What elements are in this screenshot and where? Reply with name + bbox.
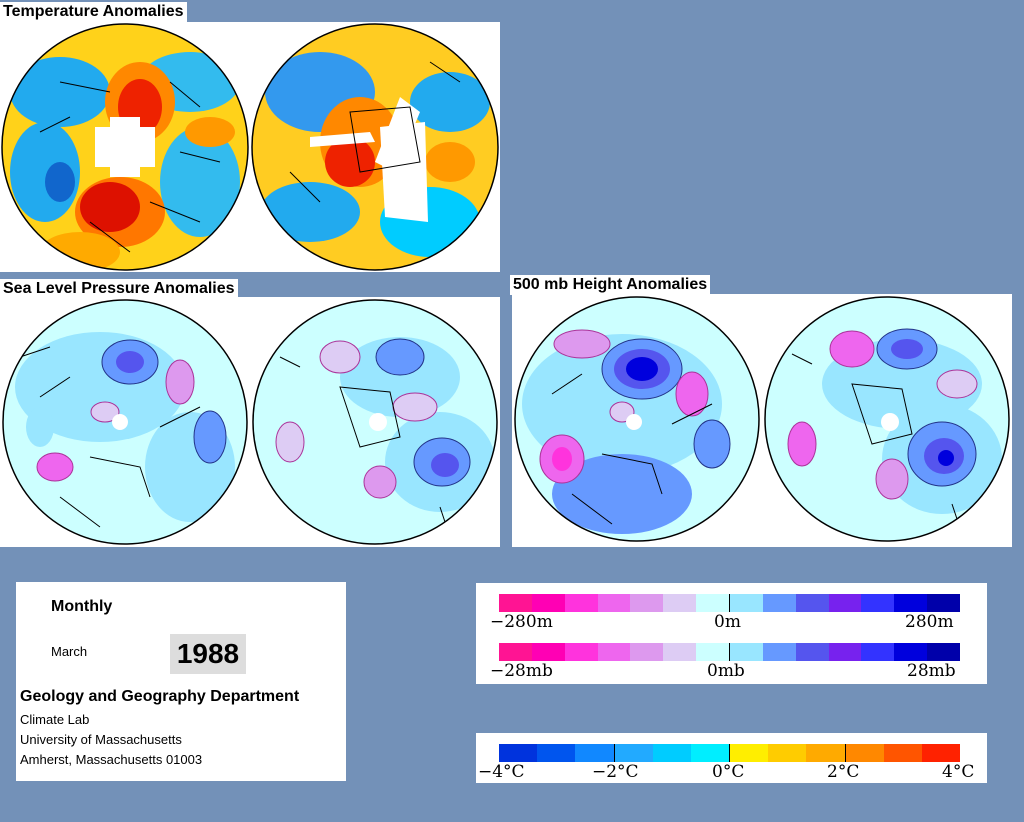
colorbar-swatch — [690, 744, 730, 762]
colorbar-swatch — [630, 594, 664, 612]
colorbar-swatch — [696, 594, 730, 612]
temperature-globe-north — [1, 23, 249, 271]
colorbar-swatch — [894, 643, 928, 661]
address-label: Amherst, Massachusetts 01003 — [20, 752, 203, 767]
info-box: Monthly March 1988 Geology and Geography… — [16, 582, 346, 781]
colorbar-swatch — [531, 594, 565, 612]
pressure-tick-mid: 0mb — [707, 661, 745, 681]
colorbar-swatch — [597, 643, 631, 661]
colorbar-swatch — [597, 594, 631, 612]
pressure-tick-min: −28mb — [490, 661, 553, 681]
height500-panel — [512, 294, 1012, 547]
height-tick-min: −280m — [490, 612, 553, 632]
colorbar-swatch — [652, 744, 691, 762]
colorbar-swatch — [844, 744, 884, 762]
slp-globe-north — [2, 299, 248, 545]
pressure-colorbar — [499, 643, 961, 661]
height-tick-mid: 0m — [714, 612, 741, 632]
height500-globe-south — [764, 296, 1010, 542]
colorbar-swatch — [883, 744, 922, 762]
colorbar-swatch — [575, 744, 614, 762]
slp-title: Sea Level Pressure Anomalies — [0, 279, 238, 299]
colorbar-swatch — [663, 643, 697, 661]
height500-title: 500 mb Height Anomalies — [510, 275, 711, 295]
year-label: 1988 — [170, 634, 246, 674]
colorbar-swatch — [894, 594, 928, 612]
height-colorbar — [499, 594, 961, 612]
slp-panel — [0, 297, 500, 547]
department-label: Geology and Geography Department — [20, 688, 300, 705]
temperature-panel — [0, 22, 500, 272]
pressure-tick-max: 28mb — [907, 661, 956, 681]
colorbar-swatch — [537, 744, 576, 762]
colorbar-swatch — [499, 744, 538, 762]
colorbar-swatch — [499, 594, 532, 612]
colorbar-swatch — [762, 643, 796, 661]
temperature-globe-south — [251, 23, 499, 271]
colorbar-swatch — [927, 594, 961, 612]
colorbar-swatch — [729, 594, 763, 612]
colorbar-swatch — [861, 643, 895, 661]
colorbar-swatch — [630, 643, 664, 661]
colorbar-swatch — [921, 744, 961, 762]
colorbar-swatch — [729, 643, 763, 661]
colorbar-swatch — [861, 594, 895, 612]
temperature-legend: −4°C −2°C 0°C 2°C 4°C — [476, 733, 987, 783]
height500-globe-north — [514, 296, 760, 542]
anomaly-legend: −280m 0m 280m −28mb 0mb 28mb — [476, 583, 987, 684]
temp-tick-2: −2°C — [592, 762, 639, 782]
colorbar-swatch — [564, 643, 598, 661]
colorbar-swatch — [795, 594, 829, 612]
colorbar-swatch — [663, 594, 697, 612]
colorbar-swatch — [531, 643, 565, 661]
lab-label: Climate Lab — [20, 712, 90, 727]
colorbar-swatch — [613, 744, 653, 762]
colorbar-swatch — [828, 643, 862, 661]
colorbar-swatch — [499, 643, 532, 661]
temperature-colorbar — [499, 744, 961, 762]
height-tick-max: 280m — [905, 612, 954, 632]
colorbar-swatch — [828, 594, 862, 612]
colorbar-swatch — [564, 594, 598, 612]
temp-tick-1: −4°C — [478, 762, 525, 782]
slp-globe-south — [252, 299, 498, 545]
period-label: Monthly — [51, 598, 113, 615]
temp-tick-3: 0°C — [712, 762, 745, 782]
temp-tick-5: 4°C — [942, 762, 975, 782]
colorbar-swatch — [696, 643, 730, 661]
month-label: March — [51, 644, 88, 659]
temperature-title: Temperature Anomalies — [0, 2, 187, 22]
temp-tick-4: 2°C — [827, 762, 860, 782]
colorbar-swatch — [795, 643, 829, 661]
colorbar-swatch — [768, 744, 807, 762]
colorbar-swatch — [762, 594, 796, 612]
university-label: University of Massachusetts — [20, 732, 182, 747]
colorbar-swatch — [729, 744, 769, 762]
colorbar-swatch — [806, 744, 845, 762]
colorbar-swatch — [927, 643, 961, 661]
